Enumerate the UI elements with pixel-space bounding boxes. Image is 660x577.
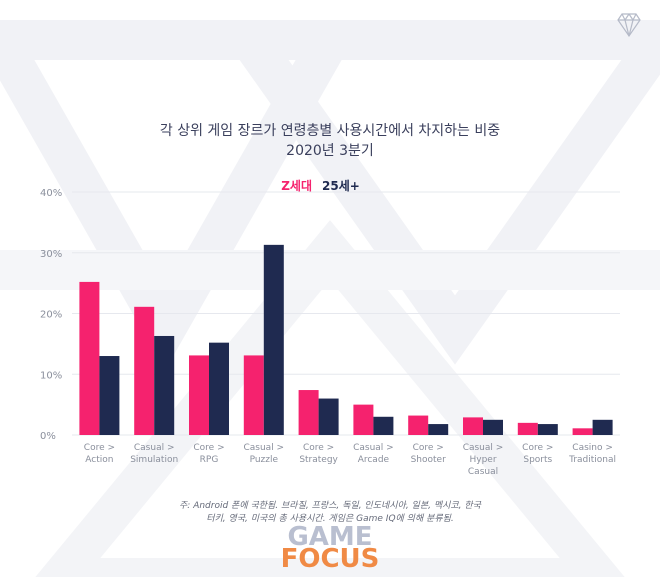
bar-z-gen [79,281,100,435]
x-tick-label: Casual > [243,443,284,453]
bar-z-gen [298,390,319,435]
x-tick-label: Casual > [134,443,175,453]
x-tick-label: Sports [523,455,552,465]
y-tick-label: 30% [40,249,62,260]
bar-z-gen [463,417,483,435]
x-tick-label: Core > [303,443,334,453]
bar-age-25-plus [483,419,503,435]
x-tick-label: Shooter [411,455,446,465]
bar-z-gen [408,415,429,435]
x-tick-label: RPG [200,455,219,465]
bar-age-25-plus [373,416,394,435]
bars [79,244,613,435]
bar-z-gen [134,306,155,435]
x-tick-label: Casual > [463,443,504,453]
chart-subtitle: 2020년 3분기 [286,143,374,159]
bar-age-25-plus [537,424,558,435]
diamond-icon [617,13,641,38]
bar-z-gen [189,355,209,435]
x-tick-label: Casino > [572,443,613,453]
x-tick-label: Casual > [353,443,394,453]
x-axis: Core > Action Casual > Simulation Core > RPG C… [84,443,616,477]
bar-age-25-plus [154,335,175,435]
bar-age-25-plus [318,398,339,435]
footnote-line-2: 터키, 영국, 미국의 총 사용시간. 게임은 Game IQ에 의해 분류됨. [206,513,454,524]
x-tick-label: Arcade [358,455,390,465]
y-tick-label: 40% [40,188,62,199]
x-tick-label: Core > [84,443,115,453]
x-tick-label: Core > [193,443,224,453]
bar-z-gen [572,428,593,435]
legend-item-age-25-plus: 25세+ [322,178,360,193]
x-tick-label: Strategy [299,455,338,465]
footnote-line-1: 주: Android 폰에 국한됨. 브라질, 프랑스, 독일, 인도네시아, … [179,500,482,511]
x-tick-label: Core > [522,443,553,453]
bar-age-25-plus [99,356,120,435]
legend: Z세대 25세+ [281,178,360,193]
y-tick-label: 10% [40,370,62,381]
bar-age-25-plus [263,244,284,435]
bar-age-25-plus [592,419,613,435]
logo-focus: FOCUS [281,544,380,574]
game-focus-logo: GAME FOCUS [281,522,380,574]
bar-z-gen [243,355,264,435]
x-tick-label: Puzzle [250,455,279,465]
bar-z-gen [517,422,538,435]
chart-title: 각 상위 게임 장르가 연령층별 사용시간에서 차지하는 비중 [160,123,500,139]
legend-item-z-gen: Z세대 [281,178,312,193]
y-tick-label: 20% [40,310,62,321]
x-tick-label: Simulation [130,455,178,465]
x-tick-label: Action [85,455,113,465]
x-tick-label: Traditional [568,455,616,465]
bar-age-25-plus [209,342,229,435]
bar-z-gen [353,404,374,435]
logo-game: GAME [287,522,372,552]
x-tick-label: Core > [413,443,444,453]
y-axis: 0% 10% 20% 30% 40% [40,188,62,442]
x-tick-label: Casual [468,467,498,477]
bar-age-25-plus [428,424,449,435]
y-tick-label: 0% [40,431,56,442]
x-tick-label: Hyper [469,455,496,465]
